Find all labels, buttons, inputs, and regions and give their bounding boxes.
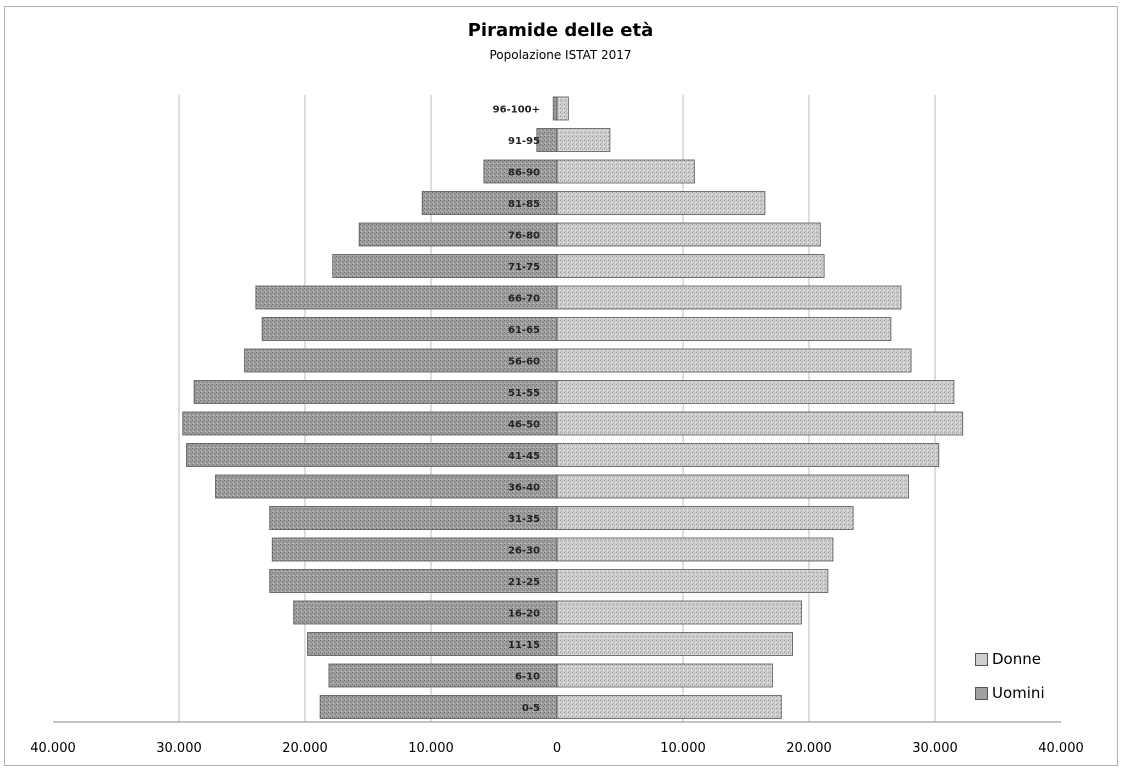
chart-title: Piramide delle età [467, 20, 654, 41]
bar-donne [556, 600, 802, 625]
age-group-label: 36-40 [508, 483, 540, 494]
bar-donne [556, 254, 825, 278]
x-tick-label: 10.000 [660, 741, 706, 756]
bar-uomini [552, 96, 558, 121]
legend-label-uomini: Uomini [992, 684, 1045, 702]
age-group-label: 21-25 [508, 577, 540, 588]
bar-donne [556, 632, 794, 656]
age-group-label: 56-60 [508, 357, 540, 368]
x-tick-label: 30.000 [912, 741, 958, 756]
legend: Donne Uomini [975, 648, 1045, 716]
x-tick-label: 20.000 [282, 741, 328, 756]
legend-item-uomini: Uomini [975, 682, 1045, 704]
bar-donne [556, 663, 773, 688]
age-group-label: 41-45 [508, 451, 540, 462]
age-group-label: 46-50 [508, 420, 540, 431]
bar-uomini [186, 443, 558, 467]
bar-donne [556, 285, 902, 310]
bar-donne [556, 443, 940, 467]
bar-donne [556, 474, 909, 499]
bar-donne [556, 191, 766, 215]
age-group-label: 66-70 [508, 294, 540, 305]
legend-label-donne: Donne [992, 650, 1041, 668]
age-group-label: 61-65 [508, 325, 540, 336]
bar-donne [556, 537, 834, 562]
chart-subtitle: Popolazione ISTAT 2017 [489, 48, 632, 62]
bar-uomini [193, 380, 558, 404]
legend-swatch-donne [975, 652, 988, 666]
bar-donne [556, 569, 829, 593]
age-group-label: 16-20 [508, 609, 540, 620]
x-tick-label: 40.000 [30, 741, 76, 756]
bar-donne [556, 380, 955, 404]
bar-donne [556, 96, 569, 121]
age-group-label: 91-95 [508, 136, 540, 147]
bar-uomini [215, 474, 558, 499]
age-group-label: 26-30 [508, 546, 540, 557]
age-group-label: 31-35 [508, 514, 540, 525]
age-group-label: 6-10 [515, 672, 540, 683]
x-tick-label: 0 [553, 741, 561, 756]
legend-item-donne: Donne [975, 648, 1045, 670]
bar-donne [556, 128, 611, 152]
bar-donne [556, 317, 892, 341]
legend-swatch-uomini [975, 686, 988, 700]
bar-donne [556, 695, 782, 719]
bar-donne [556, 411, 964, 436]
age-group-label: 96-100+ [493, 105, 540, 116]
bar-donne [556, 506, 854, 530]
x-tick-label: 20.000 [786, 741, 832, 756]
age-group-label: 76-80 [508, 231, 540, 242]
bar-donne [556, 222, 821, 247]
age-group-label: 0-5 [522, 703, 540, 714]
bar-donne [556, 348, 912, 373]
bar-uomini [182, 411, 558, 436]
age-group-label: 51-55 [508, 388, 540, 399]
bar-donne [556, 159, 695, 184]
x-tick-label: 30.000 [156, 741, 202, 756]
age-group-label: 11-15 [508, 640, 540, 651]
x-tick-label: 40.000 [1038, 741, 1084, 756]
x-tick-label: 10.000 [408, 741, 454, 756]
age-group-label: 71-75 [508, 262, 540, 273]
age-group-label: 81-85 [508, 199, 540, 210]
age-group-label: 86-90 [508, 168, 540, 179]
